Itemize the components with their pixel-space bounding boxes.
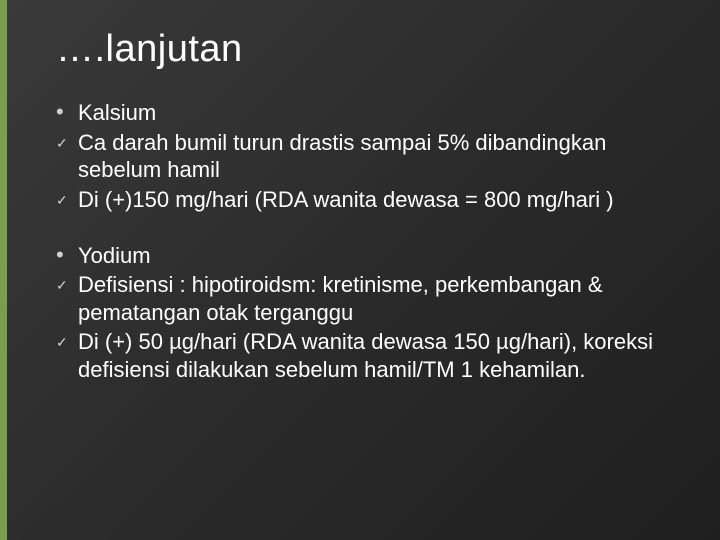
item-text: Di (+)150 mg/hari (RDA wanita dewasa = 8…	[78, 186, 672, 214]
list-item: ✓ Di (+) 50 µg/hari (RDA wanita dewasa 1…	[56, 328, 672, 383]
item-text: Defisiensi : hipotiroidsm: kretinisme, p…	[78, 271, 672, 326]
list-item: • Kalsium	[56, 99, 672, 127]
checkmark-icon: ✓	[56, 129, 78, 157]
item-text: Ca darah bumil turun drastis sampai 5% d…	[78, 129, 672, 184]
item-text: Yodium	[78, 242, 672, 270]
accent-bar	[0, 0, 7, 540]
slide: ….lanjutan • Kalsium ✓ Ca darah bumil tu…	[0, 0, 720, 540]
list-item: ✓ Di (+)150 mg/hari (RDA wanita dewasa =…	[56, 186, 672, 214]
slide-content: • Kalsium ✓ Ca darah bumil turun drastis…	[56, 99, 672, 383]
item-text: Di (+) 50 µg/hari (RDA wanita dewasa 150…	[78, 328, 672, 383]
list-item: • Yodium	[56, 242, 672, 270]
group-yodium: • Yodium ✓ Defisiensi : hipotiroidsm: kr…	[56, 242, 672, 384]
checkmark-icon: ✓	[56, 271, 78, 299]
list-item: ✓ Ca darah bumil turun drastis sampai 5%…	[56, 129, 672, 184]
item-text: Kalsium	[78, 99, 672, 127]
list-item: ✓ Defisiensi : hipotiroidsm: kretinisme,…	[56, 271, 672, 326]
bullet-dot-icon: •	[56, 242, 78, 268]
group-kalsium: • Kalsium ✓ Ca darah bumil turun drastis…	[56, 99, 672, 214]
slide-title: ….lanjutan	[56, 28, 672, 71]
bullet-dot-icon: •	[56, 99, 78, 125]
checkmark-icon: ✓	[56, 186, 78, 214]
checkmark-icon: ✓	[56, 328, 78, 356]
